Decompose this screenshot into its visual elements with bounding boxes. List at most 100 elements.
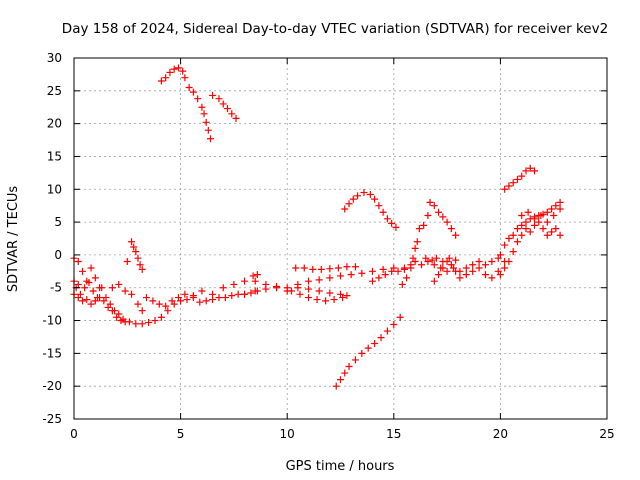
data-point (522, 167, 530, 175)
data-point (420, 221, 428, 229)
data-point (157, 77, 165, 85)
data-point (509, 248, 517, 256)
data-point (407, 264, 415, 272)
data-point (121, 287, 129, 295)
y-tick-label: -20 (42, 379, 62, 393)
data-point (174, 294, 182, 302)
data-point (219, 284, 227, 292)
data-point (130, 243, 138, 251)
series-arc17 (398, 238, 421, 288)
data-point (315, 287, 323, 295)
data-point (452, 267, 460, 275)
data-point (273, 282, 281, 290)
data-point (170, 65, 178, 73)
data-point (398, 280, 406, 288)
series-arc6 (123, 257, 131, 265)
y-tick-labels: -25 -20 -15 -10 -5 0 5 10 15 20 25 30 (42, 51, 62, 426)
data-point (332, 382, 340, 390)
y-tick-label: -10 (42, 314, 62, 328)
data-point (219, 100, 227, 108)
data-point (185, 84, 193, 92)
data-point (341, 205, 349, 213)
data-point (337, 272, 344, 280)
series-arc25 (518, 205, 564, 226)
data-point (481, 261, 489, 269)
data-point (339, 294, 347, 302)
data-point (317, 265, 325, 273)
data-point (305, 277, 313, 285)
data-point (469, 261, 477, 269)
data-point (330, 296, 338, 304)
data-point (134, 254, 142, 262)
x-tick-label: 0 (70, 427, 78, 441)
data-point (351, 263, 359, 271)
series-arc23 (496, 218, 564, 279)
data-point (456, 274, 464, 282)
data-point (531, 221, 539, 229)
data-point (388, 267, 396, 275)
x-tick-label: 20 (493, 427, 508, 441)
data-point (354, 192, 362, 200)
data-point (524, 208, 532, 216)
series-arc24 (501, 164, 539, 193)
data-point (183, 296, 191, 304)
data-point (87, 264, 95, 272)
data-point (435, 208, 443, 216)
data-point (194, 95, 202, 103)
y-tick-label: 15 (47, 149, 62, 163)
data-point (209, 290, 217, 298)
data-point (543, 218, 551, 226)
data-point (136, 261, 144, 269)
series-arc18 (415, 198, 460, 239)
data-point (522, 225, 530, 233)
data-point (426, 198, 434, 206)
data-point (287, 287, 295, 295)
data-point (87, 300, 95, 308)
data-point (343, 292, 351, 300)
data-point (334, 264, 342, 272)
data-point (364, 344, 372, 352)
data-point (91, 297, 99, 305)
data-point (505, 257, 513, 265)
series-arc21 (422, 254, 460, 265)
plot-frame (73, 57, 608, 420)
data-point (513, 238, 521, 246)
data-point (349, 195, 357, 203)
data-point (79, 297, 87, 305)
data-point (230, 280, 238, 288)
data-point (403, 274, 411, 282)
y-tick-label: 25 (47, 84, 62, 98)
data-point (337, 376, 344, 384)
data-point (381, 271, 389, 279)
data-point (294, 280, 302, 288)
data-point (548, 205, 556, 213)
data-point (435, 271, 443, 279)
data-point (513, 225, 521, 233)
data-point (221, 294, 229, 302)
data-point (206, 135, 214, 143)
series-arc20 (430, 257, 502, 285)
data-point (548, 228, 556, 236)
data-point (100, 297, 108, 305)
data-point (74, 257, 82, 265)
x-tick-label: 5 (177, 427, 185, 441)
data-point (424, 212, 432, 220)
data-point (501, 264, 509, 272)
data-point (447, 225, 455, 233)
chart-title: Day 158 of 2024, Sidereal Day-to-day VTE… (62, 21, 608, 37)
x-tick-label: 10 (280, 427, 295, 441)
data-point (232, 114, 240, 122)
data-point (142, 294, 150, 302)
data-point (552, 225, 560, 233)
data-point (505, 182, 513, 190)
data-point (305, 285, 313, 293)
series-arc13 (292, 263, 359, 273)
series-arc4 (108, 280, 146, 315)
data-point (326, 289, 334, 297)
data-point (452, 231, 460, 239)
data-point (202, 118, 210, 126)
data-point (509, 179, 517, 187)
data-point (155, 300, 163, 308)
data-point (189, 88, 197, 96)
